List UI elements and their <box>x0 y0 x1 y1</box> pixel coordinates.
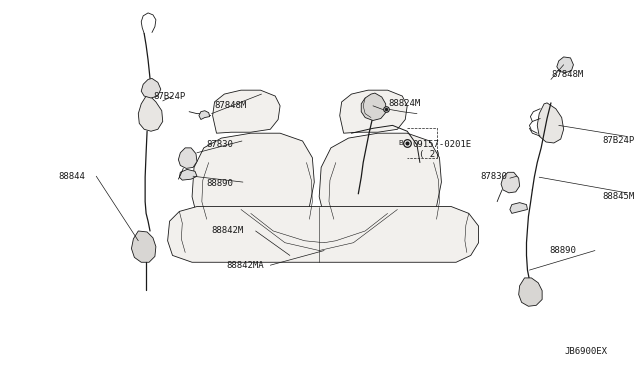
Text: 87B24P: 87B24P <box>153 92 185 100</box>
Polygon shape <box>361 93 386 121</box>
Polygon shape <box>340 90 407 133</box>
Polygon shape <box>138 96 163 131</box>
Polygon shape <box>192 133 314 234</box>
Text: 87848M: 87848M <box>214 101 247 110</box>
Polygon shape <box>131 231 156 262</box>
Text: 88842M: 88842M <box>212 227 244 235</box>
Text: B: B <box>398 140 403 146</box>
Text: 87848M: 87848M <box>551 70 583 79</box>
Text: 88844: 88844 <box>58 172 85 181</box>
Text: 88842MA: 88842MA <box>227 261 264 270</box>
Polygon shape <box>557 57 573 73</box>
Text: 88890: 88890 <box>207 179 234 187</box>
Text: ( 2): ( 2) <box>419 150 440 159</box>
Text: 09157-0201E: 09157-0201E <box>412 141 471 150</box>
Polygon shape <box>179 169 197 180</box>
Polygon shape <box>518 278 542 306</box>
Text: JB6900EX: JB6900EX <box>564 347 607 356</box>
Polygon shape <box>319 133 442 234</box>
Polygon shape <box>510 203 527 214</box>
Polygon shape <box>179 148 197 169</box>
Polygon shape <box>199 111 210 119</box>
Text: 87830: 87830 <box>481 172 508 181</box>
Polygon shape <box>141 78 161 98</box>
Polygon shape <box>537 103 564 143</box>
Text: 88824M: 88824M <box>388 99 421 108</box>
Polygon shape <box>168 206 479 262</box>
Polygon shape <box>212 90 280 133</box>
Text: 88845M: 88845M <box>603 192 635 201</box>
Text: 87830: 87830 <box>207 141 234 150</box>
Text: 88890: 88890 <box>549 246 576 255</box>
Text: 87B24P: 87B24P <box>603 135 635 145</box>
Polygon shape <box>501 172 520 193</box>
